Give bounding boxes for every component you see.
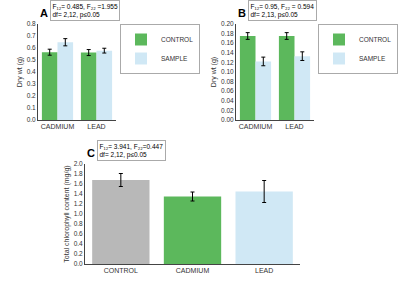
svg-text:0.20: 0.20 xyxy=(221,20,234,27)
svg-text:0.0: 0.0 xyxy=(74,260,83,267)
svg-text:0.06: 0.06 xyxy=(221,87,234,94)
svg-text:0.6: 0.6 xyxy=(27,44,36,51)
svg-text:0.2: 0.2 xyxy=(27,92,36,99)
svg-text:0.7: 0.7 xyxy=(27,32,36,39)
svg-text:0.12: 0.12 xyxy=(221,59,234,66)
svg-text:0.04: 0.04 xyxy=(221,97,234,104)
svg-text:LEAD: LEAD xyxy=(255,267,273,274)
svg-text:0.18: 0.18 xyxy=(221,30,234,37)
svg-text:0.14: 0.14 xyxy=(221,49,234,56)
svg-text:0.2: 0.2 xyxy=(74,250,83,257)
svg-text:C: C xyxy=(87,147,95,159)
svg-text:0.5: 0.5 xyxy=(27,56,36,63)
svg-text:SAMPLE: SAMPLE xyxy=(161,55,188,62)
svg-text:A: A xyxy=(40,7,48,19)
svg-text:0.00: 0.00 xyxy=(221,116,234,123)
svg-text:SAMPLE: SAMPLE xyxy=(359,55,386,62)
svg-text:0.3: 0.3 xyxy=(27,80,36,87)
svg-text:F₁₂= 3.941, F₂₂=0.447df= 2,12,: F₁₂= 3.941, F₂₂=0.447df= 2,12, p≤0.05 xyxy=(100,143,164,159)
svg-text:0.6: 0.6 xyxy=(74,230,83,237)
svg-text:0.8: 0.8 xyxy=(74,220,83,227)
svg-text:Dry wt (g): Dry wt (g) xyxy=(210,57,218,87)
svg-text:0.02: 0.02 xyxy=(221,107,234,114)
svg-text:0.0: 0.0 xyxy=(27,116,36,123)
svg-text:1.6: 1.6 xyxy=(74,180,83,187)
svg-text:LEAD: LEAD xyxy=(87,123,105,130)
svg-text:CADMIUM: CADMIUM xyxy=(41,123,75,130)
svg-text:Total chlorophyll content (mg/: Total chlorophyll content (mg/g) xyxy=(63,165,71,262)
svg-text:B: B xyxy=(238,7,246,19)
svg-text:0.8: 0.8 xyxy=(27,20,36,27)
svg-text:2.0: 2.0 xyxy=(74,160,83,167)
svg-text:1.8: 1.8 xyxy=(74,170,83,177)
svg-text:0.16: 0.16 xyxy=(221,39,234,46)
svg-text:CONTROL: CONTROL xyxy=(104,267,138,274)
svg-text:0.10: 0.10 xyxy=(221,68,234,75)
svg-text:0.4: 0.4 xyxy=(74,240,83,247)
svg-text:Dry wt (g): Dry wt (g) xyxy=(16,57,24,87)
svg-text:CONTROL: CONTROL xyxy=(359,36,391,43)
svg-text:1.0: 1.0 xyxy=(74,210,83,217)
svg-text:CADMIUM: CADMIUM xyxy=(176,267,210,274)
svg-text:CONTROL: CONTROL xyxy=(161,36,193,43)
svg-text:CADMIUM: CADMIUM xyxy=(239,123,273,130)
svg-text:0.1: 0.1 xyxy=(27,104,36,111)
svg-text:F₁₂= 0.95, F₂₂ = 0.594df= 2,13: F₁₂= 0.95, F₂₂ = 0.594df= 2,13, p≤0.05 xyxy=(251,3,315,19)
svg-text:1.4: 1.4 xyxy=(74,190,83,197)
svg-text:F₁₂= 0.485, F₂₂ =1.955df= 2,12: F₁₂= 0.485, F₂₂ =1.955df= 2,12, p≤0.05 xyxy=(53,3,118,19)
svg-text:0.08: 0.08 xyxy=(221,78,234,85)
svg-text:1.2: 1.2 xyxy=(74,200,83,207)
svg-text:LEAD: LEAD xyxy=(285,123,303,130)
svg-text:0.4: 0.4 xyxy=(27,68,36,75)
